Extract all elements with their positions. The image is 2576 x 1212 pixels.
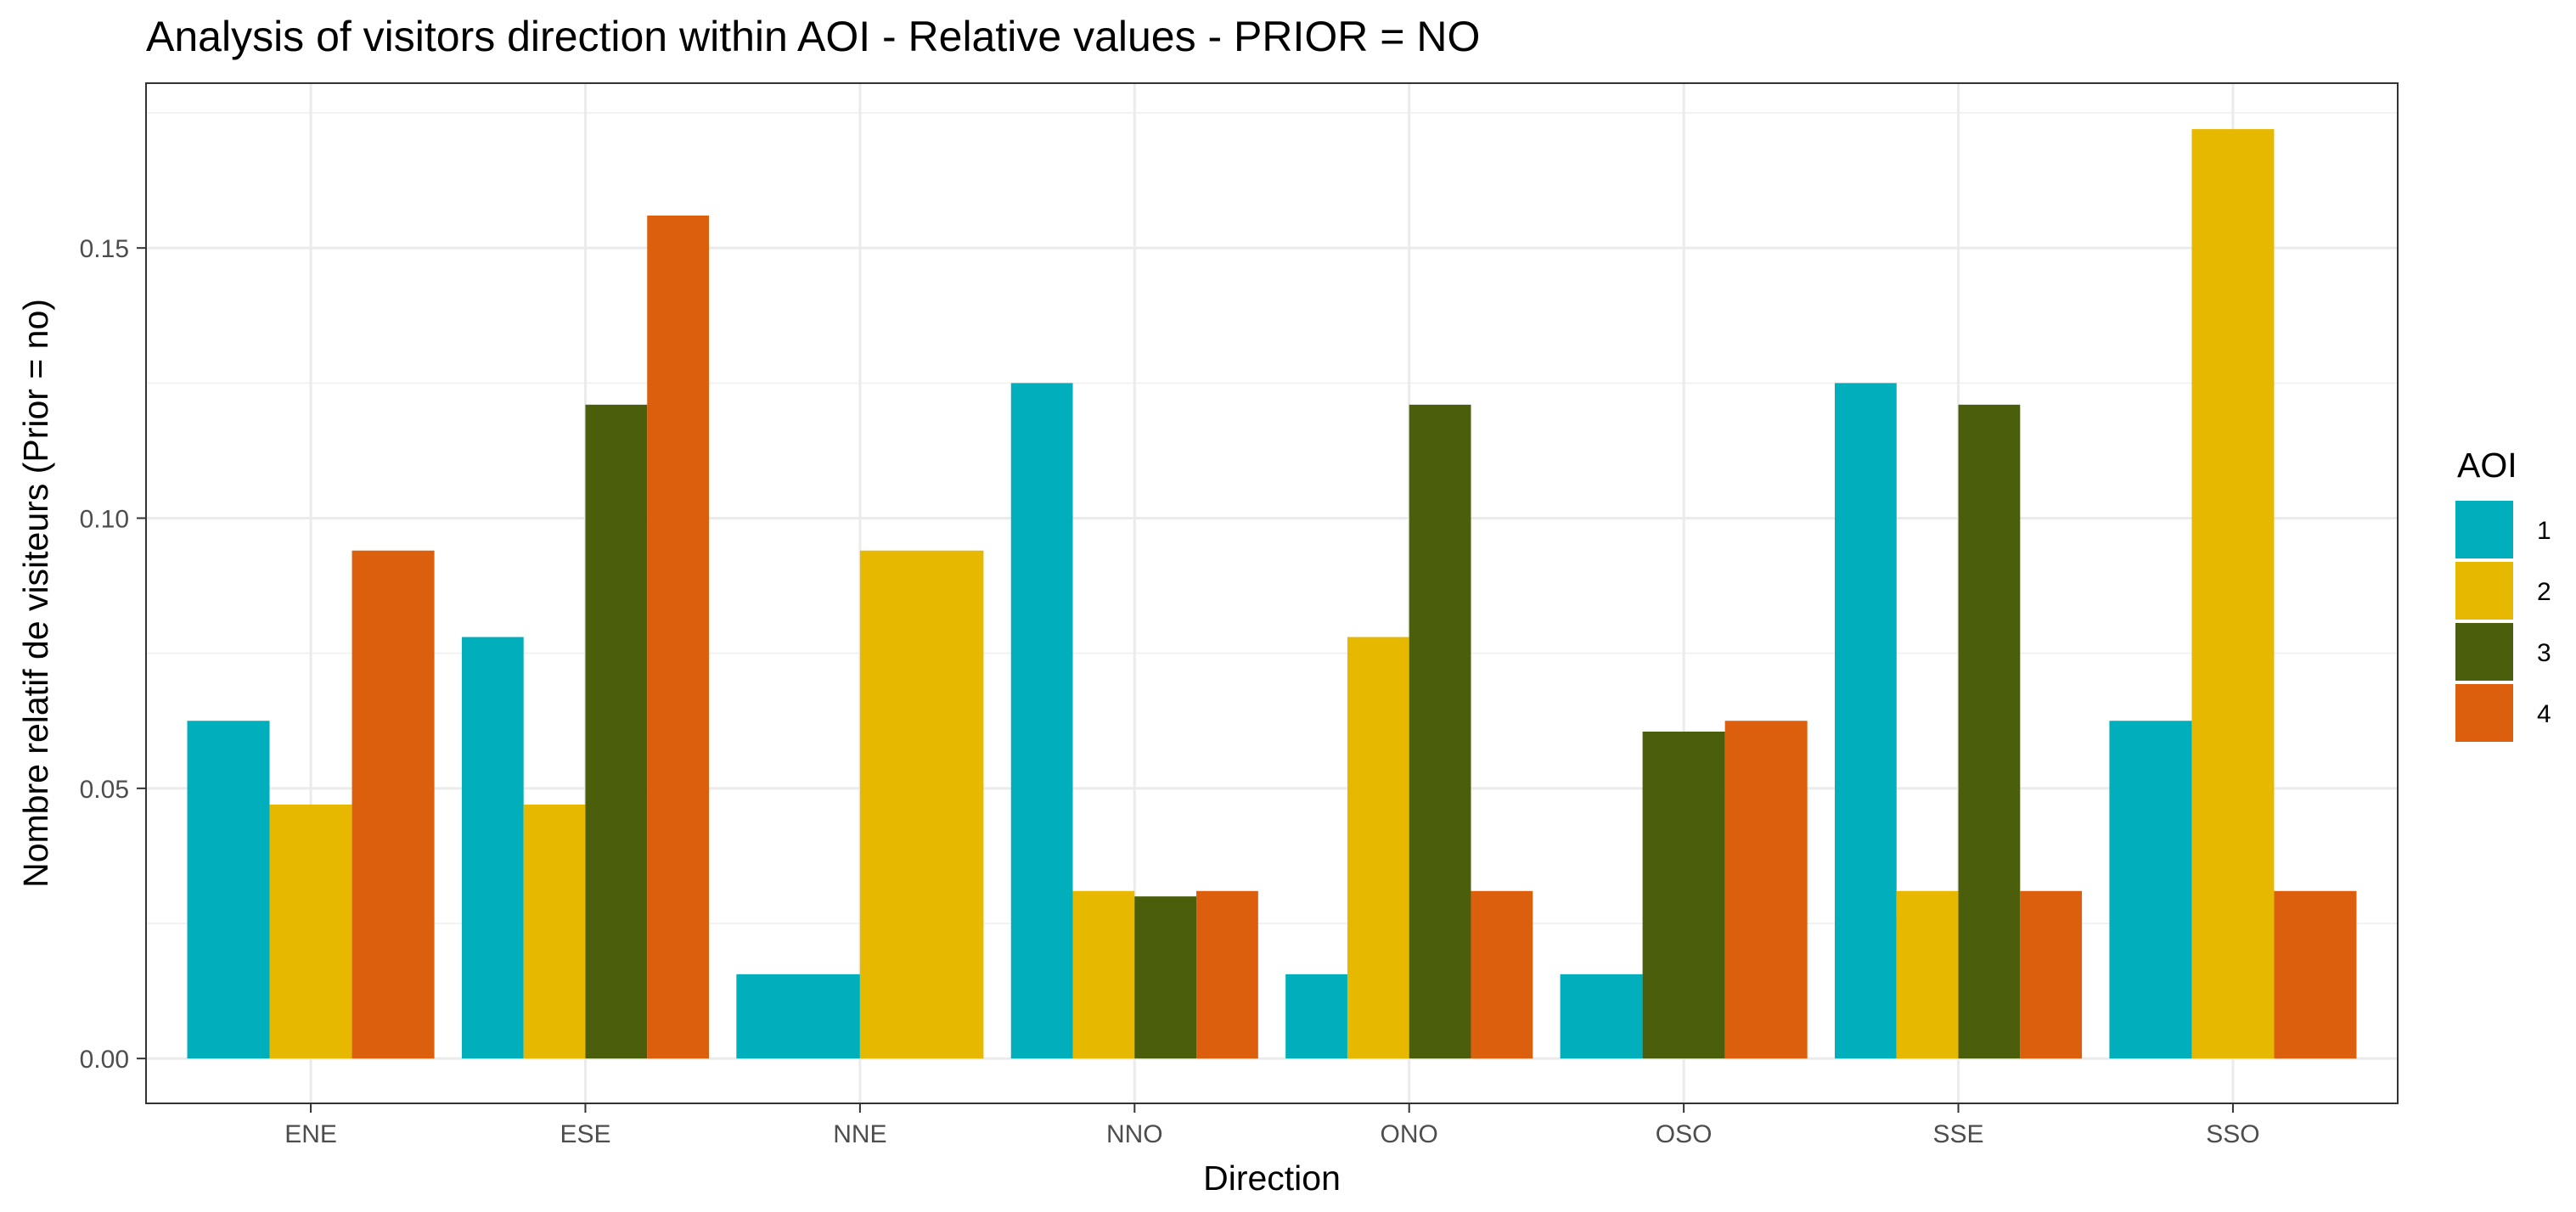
legend-key-2 xyxy=(2455,562,2513,620)
legend-title: AOI xyxy=(2457,446,2517,485)
bar-nne-aoi-2 xyxy=(859,550,984,1059)
x-tick-label: SSE xyxy=(1933,1120,1984,1148)
legend-key-4 xyxy=(2455,684,2513,742)
bar-ese-aoi-4 xyxy=(647,215,709,1059)
legend: AOI 1 2 3 4 xyxy=(2455,446,2551,742)
bar-ese-aoi-2 xyxy=(523,804,586,1059)
bar-oso-aoi-1 xyxy=(1560,974,1643,1059)
bar-sse-aoi-3 xyxy=(1958,404,2021,1059)
bar-ese-aoi-1 xyxy=(461,637,524,1059)
bar-ono-aoi-4 xyxy=(1471,890,1533,1059)
bar-sso-aoi-1 xyxy=(2109,721,2192,1059)
y-tick-label: 0.15 xyxy=(80,235,129,263)
bar-sso-aoi-2 xyxy=(2191,129,2275,1059)
bar-nno-aoi-2 xyxy=(1072,890,1135,1059)
bar-sse-aoi-4 xyxy=(2020,890,2083,1059)
x-tick-label: NNO xyxy=(1106,1120,1163,1148)
x-tick-label: ESE xyxy=(560,1120,610,1148)
bar-nno-aoi-4 xyxy=(1196,890,1258,1059)
bar-oso-aoi-4 xyxy=(1724,721,1808,1059)
legend-key-3 xyxy=(2455,623,2513,681)
bar-ene-aoi-2 xyxy=(269,804,352,1059)
bar-sse-aoi-1 xyxy=(1835,383,1897,1059)
y-axis-title: Nombre relatif de visiteurs (Prior = no) xyxy=(16,299,55,888)
bar-ene-aoi-4 xyxy=(352,550,435,1059)
bar-nne-aoi-1 xyxy=(736,974,860,1059)
bar-sse-aoi-2 xyxy=(1896,890,1959,1059)
axes-layer: 0.00 0.05 0.10 0.15 ENE ESE NNE NNO ONO OSO SSE SSO xyxy=(80,235,2260,1148)
bar-nno-aoi-3 xyxy=(1134,896,1197,1059)
x-tick-label: OSO xyxy=(1656,1120,1713,1148)
legend-label-2: 2 xyxy=(2537,578,2551,606)
y-tick-label: 0.05 xyxy=(80,776,129,804)
chart-title: Analysis of visitors direction within AO… xyxy=(146,13,1480,60)
bar-ono-aoi-2 xyxy=(1347,637,1409,1059)
y-tick-label: 0.00 xyxy=(80,1046,129,1074)
bar-ene-aoi-1 xyxy=(187,721,270,1059)
bars-layer xyxy=(187,129,2357,1059)
bar-oso-aoi-3 xyxy=(1642,731,1725,1059)
y-tick-label: 0.10 xyxy=(80,506,129,534)
x-tick-label: NNE xyxy=(833,1120,886,1148)
legend-label-1: 1 xyxy=(2537,517,2551,545)
x-tick-label: ONO xyxy=(1381,1120,1438,1148)
legend-key-1 xyxy=(2455,501,2513,558)
bar-ese-aoi-3 xyxy=(585,404,648,1059)
x-axis-title: Direction xyxy=(1203,1159,1341,1198)
bar-sso-aoi-4 xyxy=(2274,890,2357,1059)
panel-border xyxy=(145,82,2399,1104)
x-tick-label: SSO xyxy=(2206,1120,2259,1148)
x-tick-label: ENE xyxy=(284,1120,337,1148)
legend-label-4: 4 xyxy=(2537,700,2551,728)
bar-nno-aoi-1 xyxy=(1010,383,1073,1059)
legend-items: 1 2 3 4 xyxy=(2455,501,2551,742)
legend-label-3: 3 xyxy=(2537,639,2551,667)
bar-ono-aoi-3 xyxy=(1409,404,1471,1059)
bar-ono-aoi-1 xyxy=(1285,974,1347,1059)
